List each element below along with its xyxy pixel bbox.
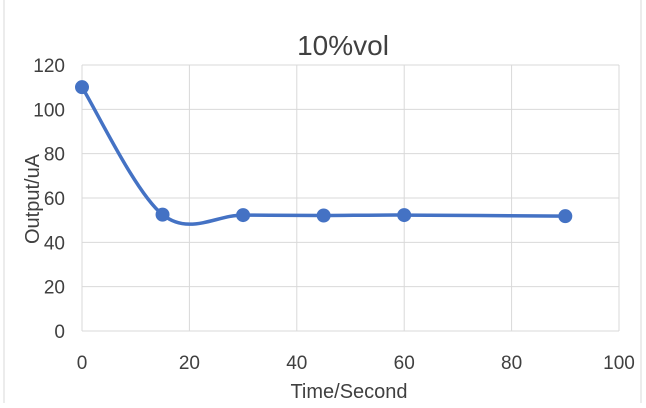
data-points [75,80,573,224]
y-tick-label: 100 [33,100,65,121]
x-tick-label: 0 [77,353,88,374]
data-point-marker [316,208,331,223]
grid-lines [82,64,620,331]
series-line [80,85,568,226]
data-point-marker [75,80,89,95]
data-point-marker [236,208,251,223]
y-tick-label: 40 [44,233,65,254]
tick-labels: 0 20 40 60 80 100 120 0 20 40 60 80 100 [33,56,635,374]
y-tick-label: 120 [33,56,65,77]
x-tick-label: 60 [394,353,415,374]
data-point-marker [397,208,412,223]
y-tick-label: 0 [54,322,65,343]
axes [81,65,619,332]
x-tick-label: 40 [286,353,307,374]
y-tick-label: 60 [44,189,65,210]
data-point-marker [558,209,573,224]
y-axis-title: Output/uA [22,153,44,244]
x-tick-label: 80 [501,353,522,374]
chart-title: 10%vol [297,30,389,61]
x-tick-label: 20 [179,353,200,374]
x-tick-label: 100 [603,353,635,374]
y-tick-label: 80 [44,145,65,166]
series-line-path [80,85,568,226]
y-tick-label: 20 [44,278,65,299]
data-point-marker [155,207,170,222]
x-axis-title: Time/Second [290,381,407,403]
